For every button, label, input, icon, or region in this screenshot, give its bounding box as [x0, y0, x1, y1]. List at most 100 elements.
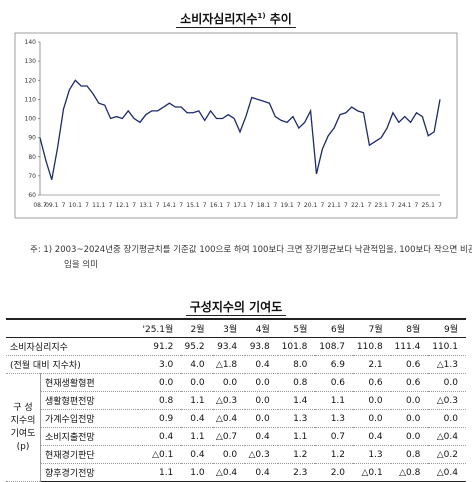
- row-label: 현재생활형편: [40, 373, 139, 392]
- cell: 0.0: [245, 409, 278, 428]
- cell: 110.1: [428, 337, 466, 356]
- cell: 1.0: [181, 463, 213, 482]
- row-label: (전월 대비 지수차): [6, 355, 139, 374]
- cell: 0.7: [315, 427, 354, 446]
- y-tick-label: 130: [25, 58, 37, 65]
- cell: 8.0: [277, 355, 316, 374]
- cell: 1.1: [315, 391, 354, 410]
- cell: 93.8: [245, 337, 278, 356]
- cell: 0.6: [390, 373, 429, 392]
- x-tick-label: 7: [344, 202, 348, 209]
- title-text: 소비자심리지수: [180, 12, 258, 26]
- cell: △0.4: [212, 409, 246, 428]
- x-tick-label: 13.1: [139, 202, 153, 209]
- x-tick-label: 17.1: [233, 202, 247, 209]
- y-tick-label: 60: [28, 192, 36, 199]
- cell: △1.8: [212, 355, 246, 374]
- cell: 0.0: [353, 409, 391, 428]
- x-tick-label: 22.1: [351, 202, 365, 209]
- cell: 0.0: [390, 391, 429, 410]
- cell: 0.6: [390, 355, 429, 374]
- cell: 0.0: [212, 373, 246, 392]
- row-label: 향후경기전망: [40, 463, 139, 482]
- cell: 1.1: [181, 391, 213, 410]
- cell: 91.2: [138, 337, 182, 356]
- cell: △0.3: [428, 391, 466, 410]
- table-row: 소비지출전망 0.4 1.1 △0.7 0.4 1.1 0.7 0.4 0.0 △0.4: [6, 427, 466, 446]
- x-tick-label: 7: [85, 202, 89, 209]
- cell: 110.8: [353, 337, 391, 356]
- x-tick-label: 7: [438, 202, 442, 209]
- column-header: '25.1월: [138, 318, 182, 338]
- cell: 111.4: [390, 337, 429, 356]
- footnote: 주: 1) 2003~2024년중 장기평균치를 기준값 100으로 하여 10…: [30, 245, 472, 270]
- group-label-line: 구 성: [13, 402, 33, 413]
- cell: 95.2: [181, 337, 213, 356]
- cell: 1.3: [315, 409, 354, 428]
- data-line: [39, 79, 441, 180]
- cell: 0.8: [138, 391, 182, 410]
- contribution-table: '25.1월 2월 3월 4월 5월 6월 7월 8월 9월 소비자심리지수 91.2 95.2 93.…: [6, 318, 466, 482]
- table-row: (전월 대비 지수차) 3.0 4.0 △1.8 0.4 8.0 6.9 2.1 0.6 △1.3: [6, 355, 466, 374]
- x-tick-label: 25.1: [422, 202, 436, 209]
- column-header: 8월: [390, 318, 429, 338]
- footnote-mark: 1): [257, 12, 266, 20]
- cell: 0.4: [353, 427, 391, 446]
- group-label-line: (p): [16, 441, 30, 452]
- cell: 0.0: [245, 373, 278, 392]
- cell: 0.0: [390, 409, 429, 428]
- cell: △0.1: [353, 463, 391, 482]
- table-row: 향후경기전망 1.1 1.0 △0.4 0.4 2.3 2.0 △0.1 △0.8 △0.4: [6, 463, 466, 482]
- x-tick-label: 23.1: [374, 202, 388, 209]
- cell: △0.4: [428, 427, 466, 446]
- cell: 2.1: [353, 355, 391, 374]
- cell: 0.6: [315, 373, 354, 392]
- x-tick-label: 11.1: [92, 202, 106, 209]
- x-tick-label: 7: [273, 202, 277, 209]
- cell: 0.0: [353, 391, 391, 410]
- table-row: 소비자심리지수 91.2 95.2 93.4 93.8 101.8 108.7 110.8 11…: [6, 337, 466, 356]
- row-label: 가계수입전망: [40, 409, 139, 428]
- x-tick-label: 16.1: [210, 202, 224, 209]
- cell: △0.3: [212, 391, 246, 410]
- x-tick-label: 15.1: [186, 202, 200, 209]
- x-tick-label: 08.7: [33, 202, 47, 209]
- x-tick-label: 7: [226, 202, 230, 209]
- header-corner: [6, 318, 139, 338]
- cell: △0.4: [428, 463, 466, 482]
- group-label-line: 지수의: [10, 415, 36, 426]
- cell: 101.8: [277, 337, 316, 356]
- x-tick-label: 21.1: [327, 202, 341, 209]
- table-row: 구 성 지수의 기여도 (p) 현재생활형편 0.0 0.0 0.0 0.0 0.8 0.6 0.6 0…: [6, 373, 466, 482]
- column-header: 3월: [212, 318, 246, 338]
- cell: 0.0: [390, 427, 429, 446]
- x-tick-label: 09.1: [45, 202, 59, 209]
- column-header: 7월: [353, 318, 391, 338]
- group-label: 구 성 지수의 기여도 (p): [6, 373, 41, 482]
- cell: 0.0: [212, 445, 246, 464]
- cell: 1.3: [353, 445, 391, 464]
- cell: 1.1: [138, 463, 182, 482]
- x-tick-label: 7: [391, 202, 395, 209]
- x-tick-label: 7: [203, 202, 207, 209]
- cell: △0.1: [138, 445, 182, 464]
- table-row: '25.1월 2월 3월 4월 5월 6월 7월 8월 9월: [6, 318, 466, 338]
- x-tick-label: 7: [250, 202, 254, 209]
- y-tick-label: 70: [28, 173, 36, 180]
- cell: 3.0: [138, 355, 182, 374]
- cell: 2.3: [277, 463, 316, 482]
- cell: 0.4: [181, 409, 213, 428]
- column-header: 9월: [428, 318, 466, 338]
- cell: 0.4: [245, 463, 278, 482]
- cell: 0.4: [138, 427, 182, 446]
- x-tick-label: 7: [367, 202, 371, 209]
- cell: △0.2: [428, 445, 466, 464]
- cell: 0.4: [181, 445, 213, 464]
- column-header: 5월: [277, 318, 316, 338]
- x-tick-label: 7: [179, 202, 183, 209]
- cell: 0.4: [245, 355, 278, 374]
- y-tick-label: 120: [25, 77, 37, 84]
- x-tick-label: 10.1: [69, 202, 83, 209]
